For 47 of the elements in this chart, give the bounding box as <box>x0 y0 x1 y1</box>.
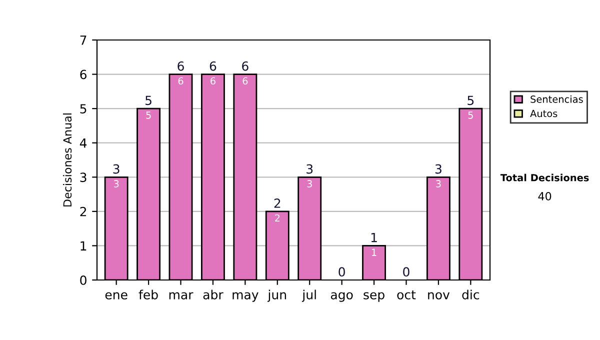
data-label: 5 <box>468 112 473 119</box>
total-label: 0 <box>338 267 345 277</box>
total-label: 6 <box>242 61 248 71</box>
data-label: 6 <box>242 77 248 85</box>
total-label: 2 <box>274 198 280 208</box>
x-tick-label: nov <box>428 292 450 300</box>
legend-label: Sentencias <box>530 95 583 103</box>
x-tick-label: oct <box>397 290 416 300</box>
total-label: 5 <box>146 96 152 106</box>
x-tick-label: sep <box>364 292 384 302</box>
data-label: 1 <box>372 248 376 256</box>
total-label: 6 <box>178 61 184 71</box>
x-tick-label: jun <box>268 290 286 302</box>
text: Total Decisiones <box>500 174 589 182</box>
x-tick-label: feb <box>138 290 158 300</box>
x-tick-label: mar <box>169 292 194 300</box>
data-label: 6 <box>178 77 184 85</box>
total-label: 1 <box>371 232 377 242</box>
total-label: 0 <box>403 267 410 277</box>
data-label: 2 <box>275 214 280 222</box>
legend-label: Autos <box>530 110 558 118</box>
total-label: 6 <box>210 61 216 71</box>
data-label: 5 <box>146 112 151 119</box>
data-label: 3 <box>436 180 441 188</box>
x-tick-label: jul <box>302 290 316 302</box>
data-label: 3 <box>114 180 119 188</box>
x-tick-label: dic <box>462 290 480 300</box>
y-tick-label: 1 <box>80 241 86 250</box>
y-tick-label: 7 <box>80 36 86 45</box>
data-label: 3 <box>307 180 312 188</box>
y-tick-label: 2 <box>80 206 86 216</box>
x-tick-label: abr <box>203 290 224 300</box>
x-tick-label: ago <box>330 292 353 302</box>
x-tick-label: ene <box>105 292 128 300</box>
total-label: 3 <box>113 164 120 174</box>
text: 40 <box>538 192 552 200</box>
y-tick-label: 4 <box>80 138 87 148</box>
total-label: 3 <box>435 164 442 174</box>
data-label: 6 <box>210 77 216 85</box>
y-tick-label: 5 <box>80 104 86 114</box>
total-label: 5 <box>468 96 474 106</box>
y-axis-title: Decisiones Anual <box>63 114 72 206</box>
total-label: 3 <box>306 164 313 174</box>
y-tick-label: 0 <box>80 275 86 285</box>
x-tick-label: may <box>232 292 258 302</box>
y-tick-label: 3 <box>80 172 86 182</box>
y-tick-label: 6 <box>80 70 86 80</box>
